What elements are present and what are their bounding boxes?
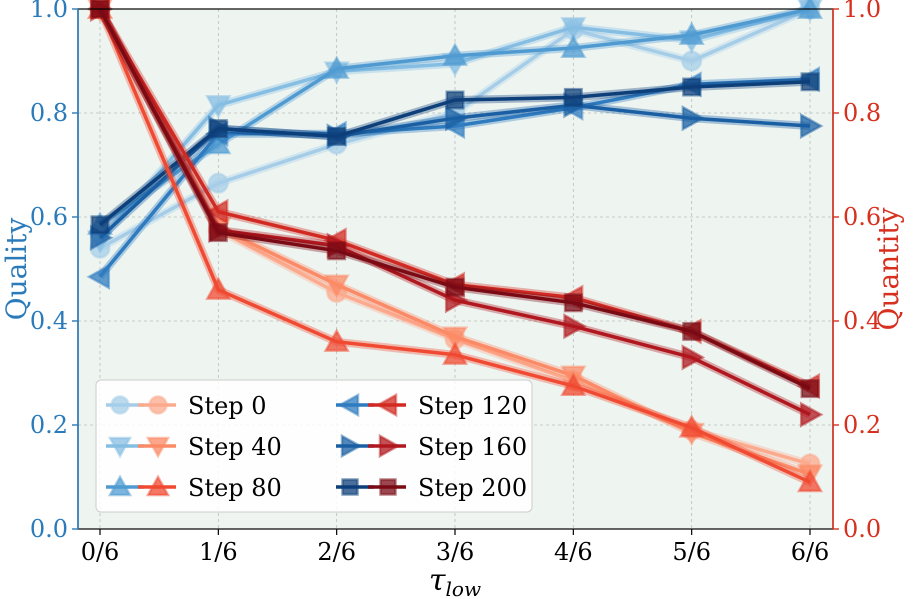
- x-tick-label: 5/6: [672, 538, 711, 566]
- data-point-marker: [208, 223, 228, 243]
- legend-items: Step 0 Step 40 Step 80 Step 120 Step 160 Step…: [106, 392, 527, 502]
- legend-item-step-200: Step 200: [336, 474, 527, 502]
- data-point-marker: [799, 112, 824, 140]
- left-tick-label: 0.2: [30, 411, 68, 439]
- data-point-marker: [563, 87, 583, 107]
- x-axis-label-subscript: low: [446, 577, 482, 599]
- quality-series-step-200: [90, 72, 820, 235]
- data-point-marker: [327, 241, 347, 261]
- data-point-marker: [323, 55, 350, 79]
- data-point-marker: [560, 34, 587, 59]
- x-axis-ticks: 0/6 1/6 2/6 3/6 4/6 5/6 6/6: [81, 529, 830, 566]
- data-point-marker: [681, 344, 706, 371]
- data-point-marker: [323, 328, 350, 352]
- data-point-marker: [799, 401, 824, 428]
- data-point-marker: [323, 274, 350, 299]
- x-tick-label: 0/6: [81, 538, 120, 566]
- legend-quantity-marker: [145, 474, 171, 497]
- legend-item-step-160: Step 160: [336, 433, 527, 461]
- x-tick-label: 6/6: [791, 538, 830, 566]
- data-point-marker: [445, 277, 465, 297]
- legend-label: Step 120: [418, 392, 527, 420]
- data-point-marker: [560, 372, 587, 397]
- left-tick-label: 0.8: [30, 99, 68, 127]
- data-point-marker: [90, 215, 110, 235]
- data-point-marker: [800, 379, 820, 399]
- data-point-marker: [800, 72, 820, 92]
- x-tick-label: 4/6: [554, 538, 593, 566]
- left-tick-label: 0.0: [30, 515, 68, 543]
- legend-box: [95, 379, 533, 513]
- right-tick-label: 0.2: [843, 411, 881, 439]
- right-tick-label: 0.0: [843, 515, 881, 543]
- legend-quantity-marker: [378, 433, 401, 459]
- legend-quality-marker: [337, 392, 360, 418]
- data-point-marker: [563, 313, 587, 340]
- legend-quantity-marker: [145, 436, 171, 459]
- data-point-marker: [441, 341, 469, 365]
- data-point-marker: [204, 198, 229, 225]
- legend-item-step-120: Step 120: [336, 392, 527, 420]
- data-point-marker: [682, 77, 702, 97]
- legend: Step 0 Step 40 Step 80 Step 120 Step 160 Step…: [95, 379, 533, 513]
- legend-label: Step 80: [188, 474, 282, 502]
- left-tick-label: 0.4: [30, 307, 68, 335]
- data-point-marker: [445, 90, 465, 110]
- left-axis-ticks: 0.0 0.2 0.4 0.6 0.8 1.0: [30, 0, 78, 543]
- data-point-marker: [678, 21, 705, 46]
- data-point-marker: [207, 172, 229, 194]
- legend-quality-marker: [340, 433, 363, 459]
- right-tick-label: 0.8: [843, 99, 881, 127]
- legend-label: Step 200: [418, 474, 527, 502]
- data-point-marker: [681, 50, 703, 72]
- data-point-marker: [441, 42, 469, 66]
- legend-item-step-80: Step 80: [106, 474, 282, 502]
- right-tick-label: 1.0: [843, 0, 881, 23]
- legend-quantity-marker: [379, 478, 397, 496]
- legend-quality-marker: [110, 395, 130, 415]
- data-point-marker: [681, 105, 706, 132]
- x-tick-label: 1/6: [199, 538, 238, 566]
- legend-label: Step 160: [418, 433, 527, 461]
- data-point-marker: [327, 126, 347, 146]
- legend-label: Step 40: [188, 433, 282, 461]
- legend-quality-marker: [107, 474, 133, 497]
- quality-series-step-80: [86, 0, 824, 235]
- legend-quantity-marker: [375, 392, 398, 418]
- legend-quality-marker: [107, 436, 133, 459]
- quantity-series-step-200: [90, 0, 820, 399]
- right-axis-label: Quantity: [872, 207, 905, 330]
- legend-quality-marker: [341, 478, 359, 496]
- x-tick-label: 3/6: [436, 538, 475, 566]
- data-point-marker: [205, 95, 232, 119]
- data-point-marker: [86, 263, 111, 290]
- right-tick-label: 0.4: [843, 307, 881, 335]
- data-point-marker: [678, 414, 705, 438]
- right-axis-ticks: 0.0 0.2 0.4 0.6 0.8 1.0: [833, 0, 881, 543]
- x-axis-label-symbol: τ: [429, 563, 446, 598]
- legend-item-step-40: Step 40: [106, 433, 282, 461]
- data-point-marker: [563, 293, 583, 313]
- left-tick-label: 0.6: [30, 203, 68, 231]
- data-point-marker: [208, 119, 228, 139]
- data-point-marker: [441, 326, 469, 351]
- data-point-marker: [444, 105, 469, 132]
- legend-label: Step 0: [188, 392, 267, 420]
- data-point-marker: [205, 276, 232, 300]
- left-axis-label: Quality: [0, 217, 33, 320]
- x-axis-label: τlow: [429, 563, 481, 599]
- data-point-marker: [560, 17, 587, 41]
- x-tick-label: 2/6: [317, 538, 356, 566]
- legend-quantity-marker: [148, 395, 168, 415]
- legend-item-step-0: Step 0: [106, 392, 267, 420]
- right-tick-label: 0.6: [843, 203, 881, 231]
- data-point-marker: [682, 321, 702, 341]
- left-tick-label: 1.0: [30, 0, 68, 23]
- data-point-marker: [796, 468, 824, 493]
